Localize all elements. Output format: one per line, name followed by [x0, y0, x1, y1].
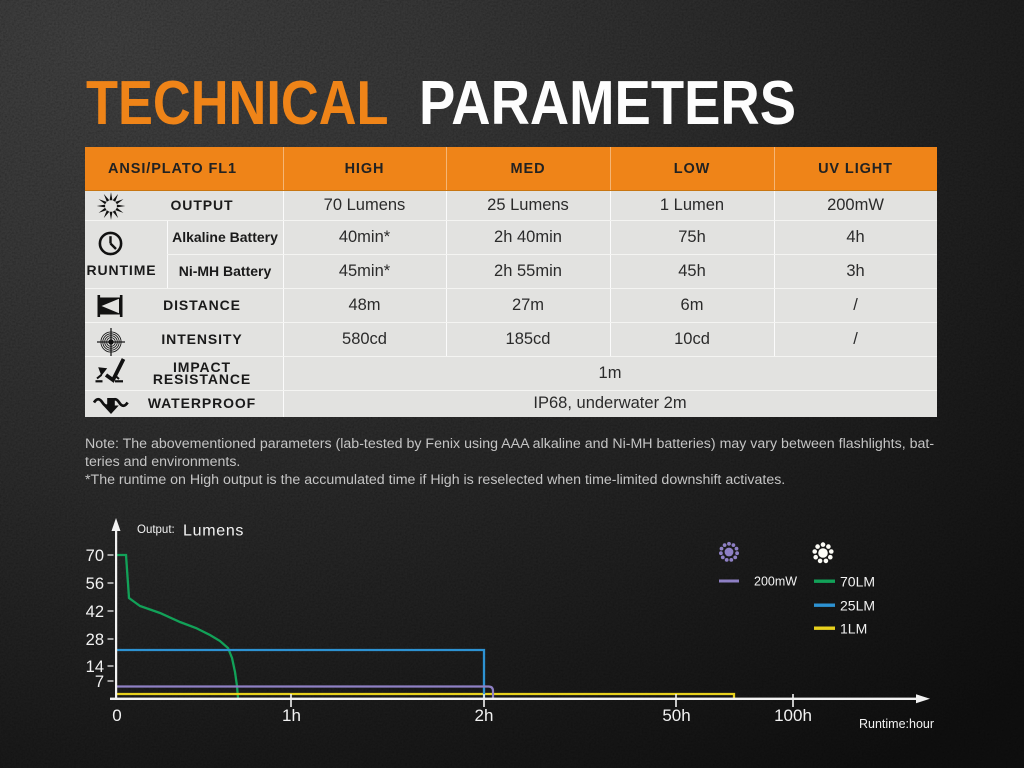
svg-text:Runtime:hour: Runtime:hour [859, 717, 934, 731]
svg-text:1h: 1h [282, 706, 301, 725]
svg-text:200mW: 200mW [754, 575, 797, 589]
svg-text:Lumens: Lumens [183, 523, 244, 540]
svg-text:1LM: 1LM [840, 621, 867, 637]
svg-text:100h: 100h [774, 706, 812, 725]
svg-text:70: 70 [86, 547, 104, 565]
svg-text:28: 28 [86, 631, 104, 649]
svg-text:14: 14 [86, 658, 104, 676]
svg-text:42: 42 [86, 603, 104, 621]
svg-text:56: 56 [86, 575, 104, 593]
svg-text:2h: 2h [475, 706, 494, 725]
svg-text:70LM: 70LM [840, 574, 875, 590]
svg-text:Output:: Output: [137, 524, 175, 536]
svg-text:0: 0 [112, 706, 121, 725]
svg-text:7: 7 [95, 673, 104, 691]
svg-text:50h: 50h [662, 706, 690, 725]
svg-text:25LM: 25LM [840, 598, 875, 614]
